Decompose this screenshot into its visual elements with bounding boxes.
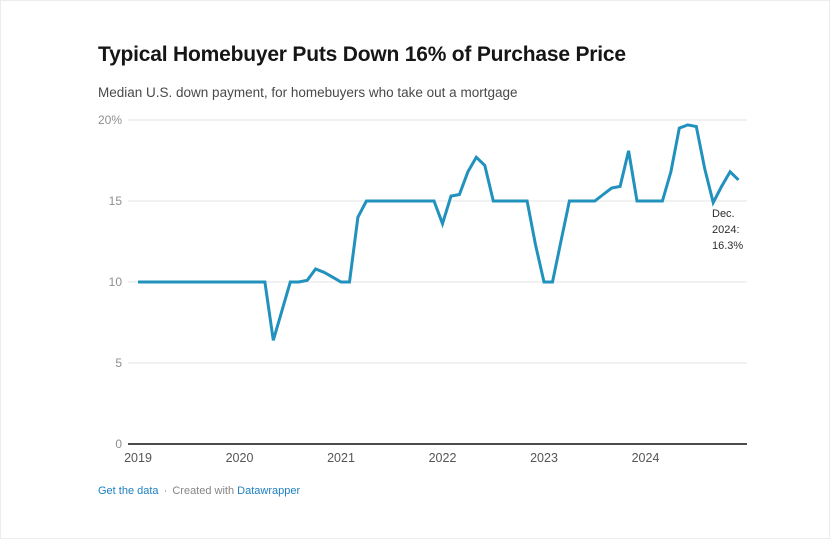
- down-payment-line-series: [138, 123, 740, 341]
- x-axis-label-2019: 2019: [124, 451, 152, 465]
- created-with-label: Created with: [172, 485, 235, 497]
- annotation-line-3: 16.3%: [712, 240, 744, 252]
- chart-footer: Get the data · Created with Datawrapper: [98, 485, 300, 497]
- chart-subtitle: Median U.S. down payment, for homebuyers…: [98, 85, 518, 100]
- x-axis-label-2022: 2022: [429, 451, 457, 465]
- y-axis-label-0: 0: [115, 437, 122, 451]
- datawrapper-link[interactable]: Datawrapper: [237, 485, 301, 497]
- y-axis-label-15: 15: [109, 194, 123, 208]
- footer-separator: ·: [163, 485, 168, 497]
- x-axis-label-2024: 2024: [632, 451, 660, 465]
- y-axis-label-20: 20%: [98, 113, 122, 127]
- y-axis-label-10: 10: [109, 275, 123, 289]
- point-annotation: Dec. 2024: 16.3%: [712, 206, 743, 254]
- get-the-data-link[interactable]: Get the data: [98, 485, 159, 497]
- x-axis-label-2023: 2023: [530, 451, 558, 465]
- x-axis-label-2020: 2020: [226, 451, 254, 465]
- annotation-line-2: 2024:: [712, 224, 740, 236]
- chart-title: Typical Homebuyer Puts Down 16% of Purch…: [98, 43, 626, 66]
- annotation-line-1: Dec.: [712, 208, 735, 220]
- x-axis-label-2021: 2021: [327, 451, 355, 465]
- y-axis-label-5: 5: [115, 356, 122, 370]
